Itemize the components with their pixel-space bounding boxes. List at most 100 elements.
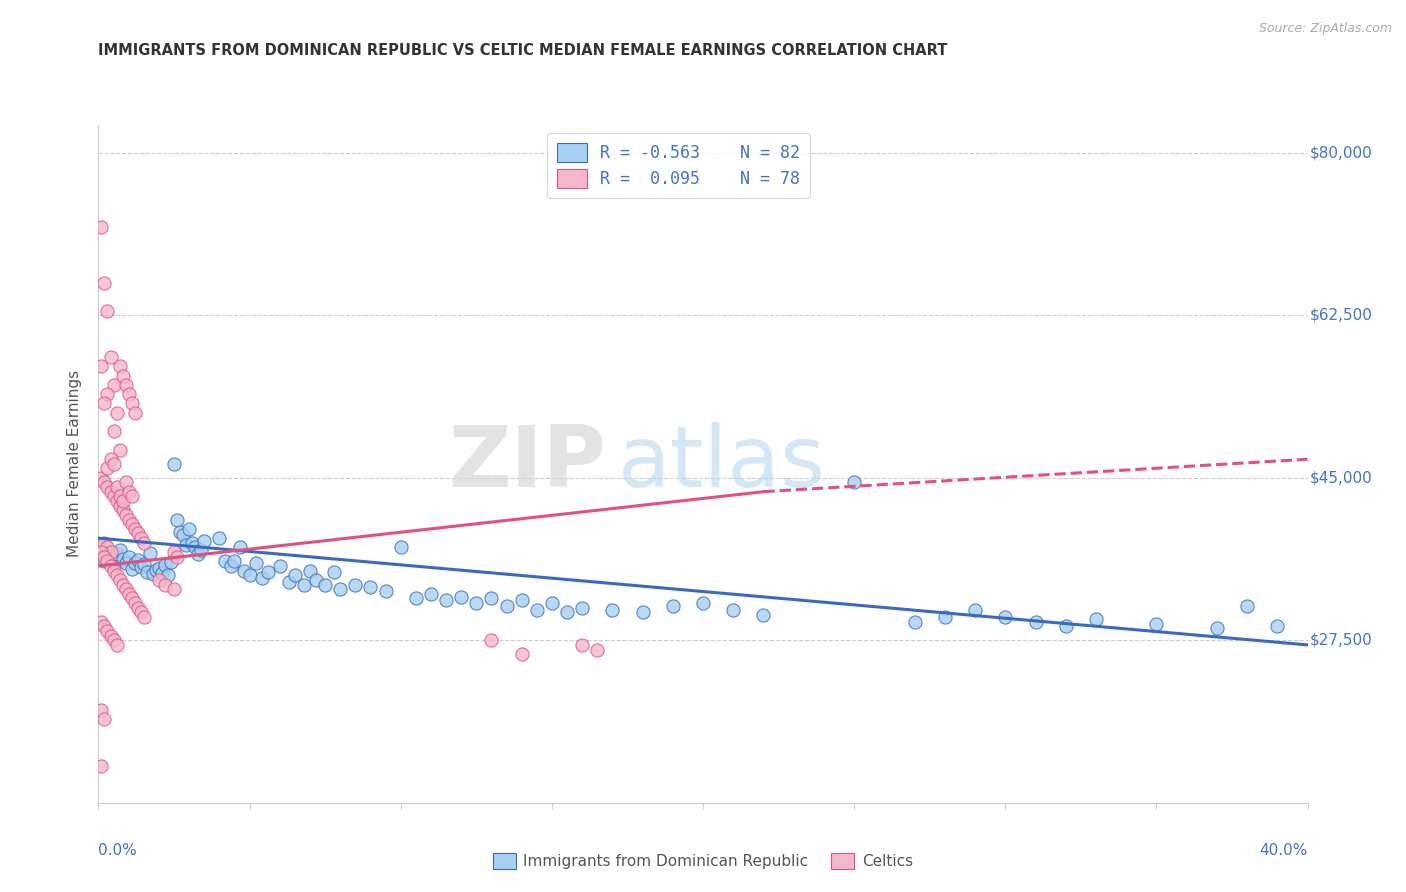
Point [184,541,207,555]
Point [142,567,165,582]
Point [139,546,162,560]
Point [124,596,146,610]
Point [329,582,352,597]
Point [93,475,115,490]
Point [156,568,179,582]
Point [224,554,246,568]
Point [721,602,744,616]
Point [148,573,170,587]
Point [405,591,427,606]
Point [121,562,143,576]
Point [481,633,503,648]
Point [108,489,131,503]
Point [540,596,562,610]
Text: $62,500: $62,500 [1310,308,1372,323]
Text: $45,000: $45,000 [1310,470,1372,485]
Point [150,566,173,581]
Point [96,461,118,475]
Point [965,602,987,616]
Point [100,629,122,643]
Point [90,541,112,555]
Point [148,561,170,575]
Point [221,559,243,574]
Point [111,503,134,517]
Point [93,554,115,568]
Point [118,484,141,499]
Point [108,543,131,558]
Point [90,220,112,235]
Point [90,359,112,374]
Text: Source: ZipAtlas.com: Source: ZipAtlas.com [1258,22,1392,36]
Text: $80,000: $80,000 [1310,145,1372,161]
Point [96,387,118,401]
Point [121,517,143,532]
Text: ZIP: ZIP [449,422,606,506]
Point [510,593,533,607]
Point [245,556,267,570]
Legend: R = -0.563    N = 82, R =  0.095    N = 78: R = -0.563 N = 82, R = 0.095 N = 78 [547,133,810,198]
Point [96,624,118,638]
Point [124,522,146,536]
Point [1054,619,1077,633]
Point [108,573,131,587]
Point [118,549,141,564]
Point [193,533,215,548]
Point [495,599,517,613]
Point [314,577,336,591]
Point [284,568,307,582]
Text: 40.0%: 40.0% [1260,844,1308,858]
Point [555,606,578,620]
Point [114,556,136,570]
Point [114,582,136,597]
Point [129,606,152,620]
Point [208,531,231,545]
Point [129,531,152,545]
Point [1085,612,1108,626]
Point [124,556,146,570]
Point [571,600,593,615]
Point [232,564,254,578]
Point [103,425,125,439]
Point [177,522,201,536]
Point [111,552,134,566]
Point [100,559,122,574]
Point [166,512,188,526]
Point [661,599,683,613]
Point [434,593,457,607]
Point [121,591,143,606]
Point [135,566,157,580]
Point [96,303,118,318]
Point [269,559,291,574]
Point [103,378,125,392]
Point [586,642,609,657]
Point [163,545,186,559]
Point [323,566,346,580]
Point [105,406,128,420]
Point [132,610,155,624]
Point [214,554,236,568]
Point [105,480,128,494]
Point [153,577,176,591]
Point [100,484,122,499]
Point [90,471,112,485]
Point [118,587,141,601]
Point [100,545,122,559]
Point [299,564,322,578]
Point [93,396,115,410]
Point [419,587,441,601]
Point [450,590,472,604]
Point [163,457,186,471]
Point [121,489,143,503]
Point [360,580,382,594]
Point [118,387,141,401]
Point [129,560,152,574]
Point [96,545,118,559]
Point [118,512,141,526]
Point [93,619,115,633]
Point [250,571,273,585]
Point [127,526,149,541]
Point [90,545,112,559]
Point [166,549,188,564]
Point [239,568,262,582]
Point [105,547,128,561]
